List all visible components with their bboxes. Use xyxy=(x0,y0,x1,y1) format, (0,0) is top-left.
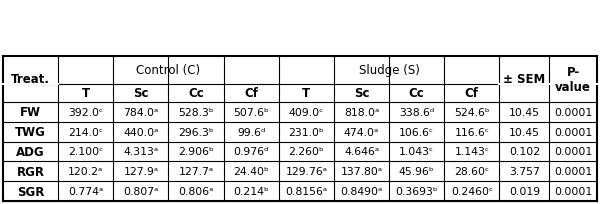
Text: TWG: TWG xyxy=(15,126,46,139)
Text: 10.45: 10.45 xyxy=(509,107,540,117)
Text: P-
value: P- value xyxy=(555,66,591,94)
Text: 127.9ᵃ: 127.9ᵃ xyxy=(124,166,158,176)
Text: Cf: Cf xyxy=(465,87,479,100)
Text: 507.6ᵇ: 507.6ᵇ xyxy=(233,107,269,117)
Text: 296.3ᵇ: 296.3ᵇ xyxy=(178,127,214,137)
Text: SGR: SGR xyxy=(17,185,44,198)
Text: 3.757: 3.757 xyxy=(509,166,540,176)
Text: T: T xyxy=(82,87,90,100)
Text: 10.45: 10.45 xyxy=(509,127,540,137)
Text: 784.0ᵃ: 784.0ᵃ xyxy=(123,107,158,117)
Text: Sludge (S): Sludge (S) xyxy=(359,64,419,77)
Text: 4.313ᵃ: 4.313ᵃ xyxy=(124,147,158,157)
Text: 28.60ᶜ: 28.60ᶜ xyxy=(454,166,490,176)
Text: 2.100ᶜ: 2.100ᶜ xyxy=(68,147,103,157)
Text: 2.260ᵇ: 2.260ᵇ xyxy=(289,147,324,157)
Text: 2.906ᵇ: 2.906ᵇ xyxy=(178,147,214,157)
Text: 338.6ᵈ: 338.6ᵈ xyxy=(399,107,434,117)
Text: 0.0001: 0.0001 xyxy=(554,107,592,117)
Text: ADG: ADG xyxy=(16,145,45,158)
Text: Cf: Cf xyxy=(244,87,258,100)
Text: 0.774ᵃ: 0.774ᵃ xyxy=(68,186,103,196)
Text: FW: FW xyxy=(20,106,41,119)
Text: 409.0ᶜ: 409.0ᶜ xyxy=(289,107,324,117)
Text: RGR: RGR xyxy=(17,165,44,178)
Text: 0.102: 0.102 xyxy=(509,147,540,157)
Text: Control (C): Control (C) xyxy=(136,64,200,77)
Text: 474.0ᵃ: 474.0ᵃ xyxy=(344,127,379,137)
Text: 524.6ᵇ: 524.6ᵇ xyxy=(454,107,490,117)
Text: 231.0ᵇ: 231.0ᵇ xyxy=(289,127,324,137)
Text: 0.0001: 0.0001 xyxy=(554,127,592,137)
Text: 0.0001: 0.0001 xyxy=(554,147,592,157)
Text: Treat.: Treat. xyxy=(11,73,50,86)
Text: 0.807ᵃ: 0.807ᵃ xyxy=(123,186,158,196)
Text: 129.76ᵃ: 129.76ᵃ xyxy=(286,166,328,176)
Text: 137.80ᵃ: 137.80ᵃ xyxy=(340,166,383,176)
Text: 116.6ᶜ: 116.6ᶜ xyxy=(454,127,489,137)
Text: 818.0ᵃ: 818.0ᵃ xyxy=(344,107,379,117)
Text: 106.6ᶜ: 106.6ᶜ xyxy=(399,127,434,137)
Text: 0.3693ᵇ: 0.3693ᵇ xyxy=(395,186,438,196)
Text: 0.8490ᵃ: 0.8490ᵃ xyxy=(340,186,383,196)
Text: Cc: Cc xyxy=(409,87,425,100)
Text: 1.043ᶜ: 1.043ᶜ xyxy=(399,147,434,157)
Text: 392.0ᶜ: 392.0ᶜ xyxy=(68,107,103,117)
Text: 0.214ᵇ: 0.214ᵇ xyxy=(233,186,269,196)
Text: 440.0ᵃ: 440.0ᵃ xyxy=(123,127,158,137)
Text: 214.0ᶜ: 214.0ᶜ xyxy=(68,127,103,137)
Text: 4.646ᵃ: 4.646ᵃ xyxy=(344,147,379,157)
Text: T: T xyxy=(302,87,310,100)
Text: ± SEM: ± SEM xyxy=(503,73,545,86)
Text: 120.2ᵃ: 120.2ᵃ xyxy=(68,166,103,176)
Text: Cc: Cc xyxy=(188,87,204,100)
Text: 127.7ᵃ: 127.7ᵃ xyxy=(178,166,214,176)
Text: 0.2460ᶜ: 0.2460ᶜ xyxy=(451,186,493,196)
Text: 0.976ᵈ: 0.976ᵈ xyxy=(233,147,269,157)
Text: 0.0001: 0.0001 xyxy=(554,186,592,196)
Text: Sc: Sc xyxy=(354,87,369,100)
Text: 0.0001: 0.0001 xyxy=(554,166,592,176)
Text: 0.806ᵃ: 0.806ᵃ xyxy=(178,186,214,196)
Text: 24.40ᵇ: 24.40ᵇ xyxy=(233,166,269,176)
Text: 0.019: 0.019 xyxy=(509,186,540,196)
Text: 528.3ᵇ: 528.3ᵇ xyxy=(178,107,214,117)
Text: 99.6ᵈ: 99.6ᵈ xyxy=(237,127,265,137)
Text: 1.143ᶜ: 1.143ᶜ xyxy=(454,147,489,157)
Text: 0.8156ᵃ: 0.8156ᵃ xyxy=(286,186,328,196)
Text: 45.96ᵇ: 45.96ᵇ xyxy=(399,166,434,176)
Text: Sc: Sc xyxy=(133,87,149,100)
